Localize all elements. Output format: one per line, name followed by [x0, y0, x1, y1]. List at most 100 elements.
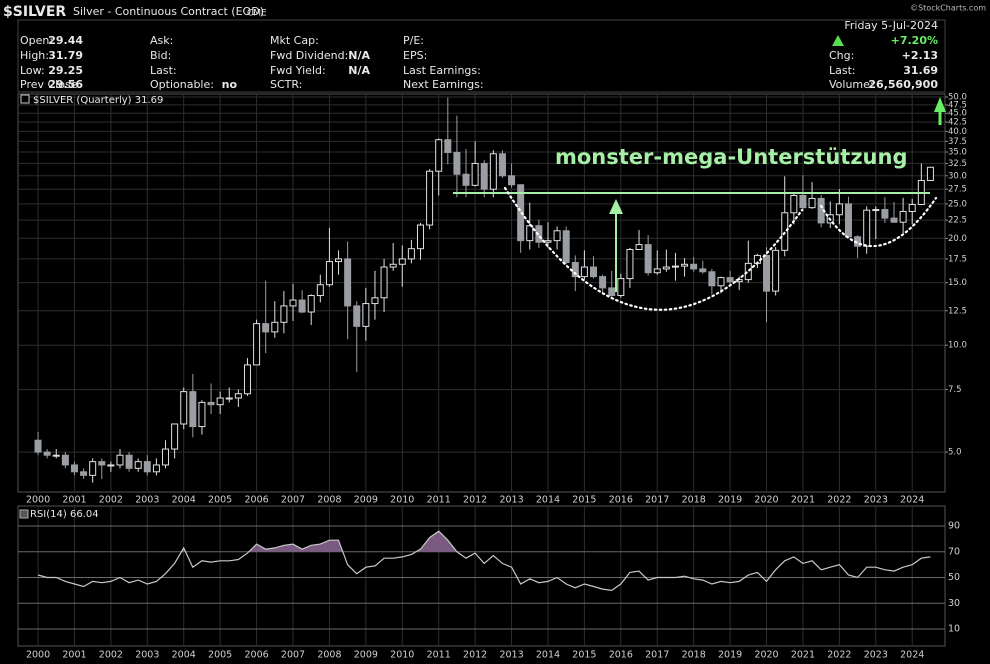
- x-tick-label: 2004: [172, 495, 196, 506]
- candle-body: [271, 321, 279, 333]
- candle-body: [43, 451, 51, 456]
- y-tick-label: 50.0: [948, 93, 967, 103]
- candle-body: [180, 391, 188, 425]
- candle-body: [790, 194, 798, 214]
- candle-body: [61, 454, 69, 466]
- candle-body: [171, 423, 179, 450]
- x-tick-label: 2000: [26, 650, 50, 661]
- x-tick-label: 2018: [682, 495, 706, 506]
- candle-body: [152, 464, 160, 473]
- legend-icon: [19, 509, 29, 519]
- x-tick-label: 2005: [208, 495, 232, 506]
- instrument-name: Silver - Continuous Contract (EOD): [73, 5, 264, 18]
- y-tick-label: 42.5: [948, 118, 967, 128]
- y-tick-label: 17.5: [948, 254, 967, 264]
- candle-body: [781, 212, 789, 251]
- candle-body: [508, 175, 516, 186]
- candle-body: [316, 284, 324, 297]
- y-tick-label: 45.0: [948, 109, 967, 119]
- candle-body: [890, 217, 898, 223]
- x-tick-label: 2013: [499, 650, 523, 661]
- y-tick-label: 5.0: [948, 448, 962, 458]
- candle-body: [207, 401, 215, 406]
- candle-body: [717, 277, 725, 287]
- y-tick-label: 30: [948, 598, 960, 609]
- x-tick-label: 2009: [354, 495, 378, 506]
- field-label: High:: [20, 49, 49, 62]
- change-pct: +7.20%: [891, 34, 938, 47]
- x-tick-label: 2012: [463, 650, 487, 661]
- field-label: Fwd Dividend:: [270, 49, 348, 62]
- candle-body: [599, 276, 607, 289]
- x-tick-label: 2000: [26, 495, 50, 506]
- y-tick-label: 90: [948, 521, 960, 532]
- field-value: 29.44: [48, 34, 83, 47]
- x-tick-label: 2002: [99, 650, 123, 661]
- x-tick-label: 2015: [572, 650, 596, 661]
- x-tick-label: 2014: [536, 650, 560, 661]
- quote-date: Friday 5-Jul-2024: [844, 19, 938, 32]
- candle-body: [98, 461, 106, 466]
- candle-body: [526, 225, 534, 242]
- x-tick-label: 2006: [244, 650, 268, 661]
- x-tick-label: 2012: [463, 495, 487, 506]
- y-tick-label: 37.5: [948, 137, 967, 147]
- x-tick-label: 2015: [572, 495, 596, 506]
- rsi-legend: RSI(14) 66.04: [30, 509, 99, 520]
- candle-body: [344, 258, 352, 307]
- x-tick-label: 2003: [135, 495, 159, 506]
- candle-body: [389, 263, 397, 268]
- candle-body: [143, 461, 151, 473]
- field-label: EPS:: [403, 49, 427, 62]
- field-label: Mkt Cap:: [270, 34, 319, 47]
- x-tick-label: 2010: [390, 650, 414, 661]
- candle-body: [899, 210, 907, 223]
- grid-layer: [18, 95, 948, 645]
- field-value: 31.69: [903, 64, 938, 77]
- candle-body: [881, 209, 889, 219]
- y-tick-label: 27.5: [948, 185, 967, 195]
- candle-body: [690, 263, 698, 270]
- candle-body: [198, 401, 206, 428]
- field-value: 29.56: [48, 78, 83, 91]
- candle-body: [262, 323, 270, 333]
- x-tick-label: 2021: [791, 650, 815, 661]
- field-label: Prev Close:: [20, 78, 81, 91]
- candle-body: [872, 209, 880, 212]
- candle-body: [480, 162, 488, 190]
- candle-body: [34, 439, 42, 453]
- candle-body: [125, 454, 133, 469]
- candle-body: [453, 151, 461, 175]
- x-tick-label: 2023: [864, 495, 888, 506]
- breakout-arrow-head: [934, 97, 946, 112]
- candle-body: [908, 204, 916, 212]
- cup-arc: [503, 186, 804, 311]
- arrow-head: [609, 199, 623, 214]
- candle-body: [763, 254, 771, 292]
- x-tick-label: 2017: [645, 650, 669, 661]
- x-tick-label: 2013: [499, 495, 523, 506]
- candle-body: [289, 299, 297, 307]
- price-legend: $SILVER (Quarterly) 31.69: [33, 95, 163, 106]
- exchange: CME: [247, 9, 267, 19]
- marks-layer: [34, 97, 934, 592]
- y-tick-label: 12.5: [948, 306, 967, 316]
- candle-body: [335, 258, 343, 263]
- candle-body: [189, 391, 197, 428]
- x-tick-label: 2011: [427, 495, 451, 506]
- field-label: Chg:: [829, 49, 854, 62]
- candle-body: [325, 261, 333, 286]
- header-box: [17, 19, 946, 93]
- y-tick-label: 30.0: [948, 171, 967, 181]
- candle-body: [234, 393, 242, 399]
- x-tick-label: 2011: [427, 650, 451, 661]
- candle-body: [799, 194, 807, 209]
- x-tick-label: 2019: [718, 495, 742, 506]
- x-tick-label: 2004: [172, 650, 196, 661]
- field-value: 29.25: [48, 64, 83, 77]
- candle-body: [744, 262, 752, 281]
- rsi-panel: [17, 505, 946, 647]
- candle-body: [635, 244, 643, 250]
- x-tick-label: 2020: [754, 650, 778, 661]
